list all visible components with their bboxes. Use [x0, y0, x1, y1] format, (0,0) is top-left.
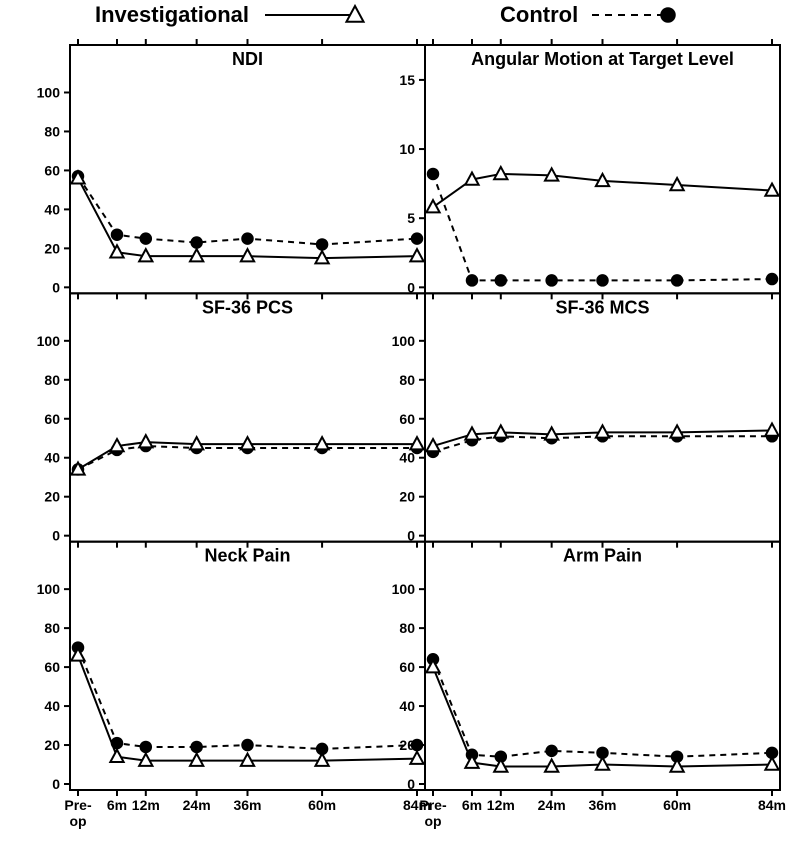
svg-text:36m: 36m	[588, 797, 616, 813]
svg-text:6m: 6m	[107, 797, 127, 813]
svg-text:5: 5	[407, 210, 415, 226]
svg-text:20: 20	[44, 240, 60, 256]
svg-text:60: 60	[44, 411, 60, 427]
svg-text:0: 0	[407, 776, 415, 792]
svg-text:20: 20	[44, 737, 60, 753]
svg-text:12m: 12m	[132, 797, 160, 813]
svg-text:100: 100	[37, 84, 61, 100]
svg-text:10: 10	[399, 141, 415, 157]
chart-grid: { "legend": { "investigational": "Invest…	[0, 0, 796, 839]
svg-text:80: 80	[44, 372, 60, 388]
svg-text:80: 80	[44, 123, 60, 139]
svg-text:15: 15	[399, 72, 415, 88]
svg-text:20: 20	[399, 737, 415, 753]
svg-text:36m: 36m	[233, 797, 261, 813]
svg-text:20: 20	[44, 489, 60, 505]
svg-text:80: 80	[399, 620, 415, 636]
svg-text:60: 60	[399, 659, 415, 675]
svg-text:Pre-: Pre-	[64, 797, 92, 813]
svg-text:40: 40	[399, 698, 415, 714]
svg-text:12m: 12m	[487, 797, 515, 813]
svg-text:op: op	[69, 813, 86, 829]
svg-text:100: 100	[37, 333, 61, 349]
svg-text:Neck Pain: Neck Pain	[204, 546, 290, 566]
svg-text:40: 40	[44, 698, 60, 714]
svg-text:NDI: NDI	[232, 49, 263, 69]
svg-text:60: 60	[399, 411, 415, 427]
svg-text:40: 40	[44, 201, 60, 217]
svg-text:SF-36 MCS: SF-36 MCS	[555, 297, 649, 317]
svg-text:60: 60	[44, 659, 60, 675]
svg-text:SF-36 PCS: SF-36 PCS	[202, 297, 293, 317]
svg-text:Angular Motion at Target Level: Angular Motion at Target Level	[471, 49, 734, 69]
svg-text:60: 60	[44, 162, 60, 178]
svg-text:100: 100	[392, 333, 416, 349]
svg-text:0: 0	[52, 776, 60, 792]
svg-text:op: op	[424, 813, 441, 829]
svg-text:24m: 24m	[538, 797, 566, 813]
chart-svg: InvestigationalControlNDI020406080100Ang…	[0, 0, 796, 839]
svg-text:60m: 60m	[308, 797, 336, 813]
svg-text:84m: 84m	[758, 797, 786, 813]
svg-text:6m: 6m	[462, 797, 482, 813]
svg-text:40: 40	[44, 450, 60, 466]
svg-text:Investigational: Investigational	[95, 2, 249, 27]
svg-text:24m: 24m	[183, 797, 211, 813]
svg-text:Pre-: Pre-	[419, 797, 447, 813]
svg-text:20: 20	[399, 489, 415, 505]
svg-text:Control: Control	[500, 2, 578, 27]
svg-text:100: 100	[37, 581, 61, 597]
svg-text:0: 0	[52, 528, 60, 544]
svg-text:Arm Pain: Arm Pain	[563, 546, 642, 566]
svg-text:80: 80	[44, 620, 60, 636]
svg-text:80: 80	[399, 372, 415, 388]
svg-text:60m: 60m	[663, 797, 691, 813]
svg-text:100: 100	[392, 581, 416, 597]
svg-text:40: 40	[399, 450, 415, 466]
svg-text:0: 0	[52, 279, 60, 295]
